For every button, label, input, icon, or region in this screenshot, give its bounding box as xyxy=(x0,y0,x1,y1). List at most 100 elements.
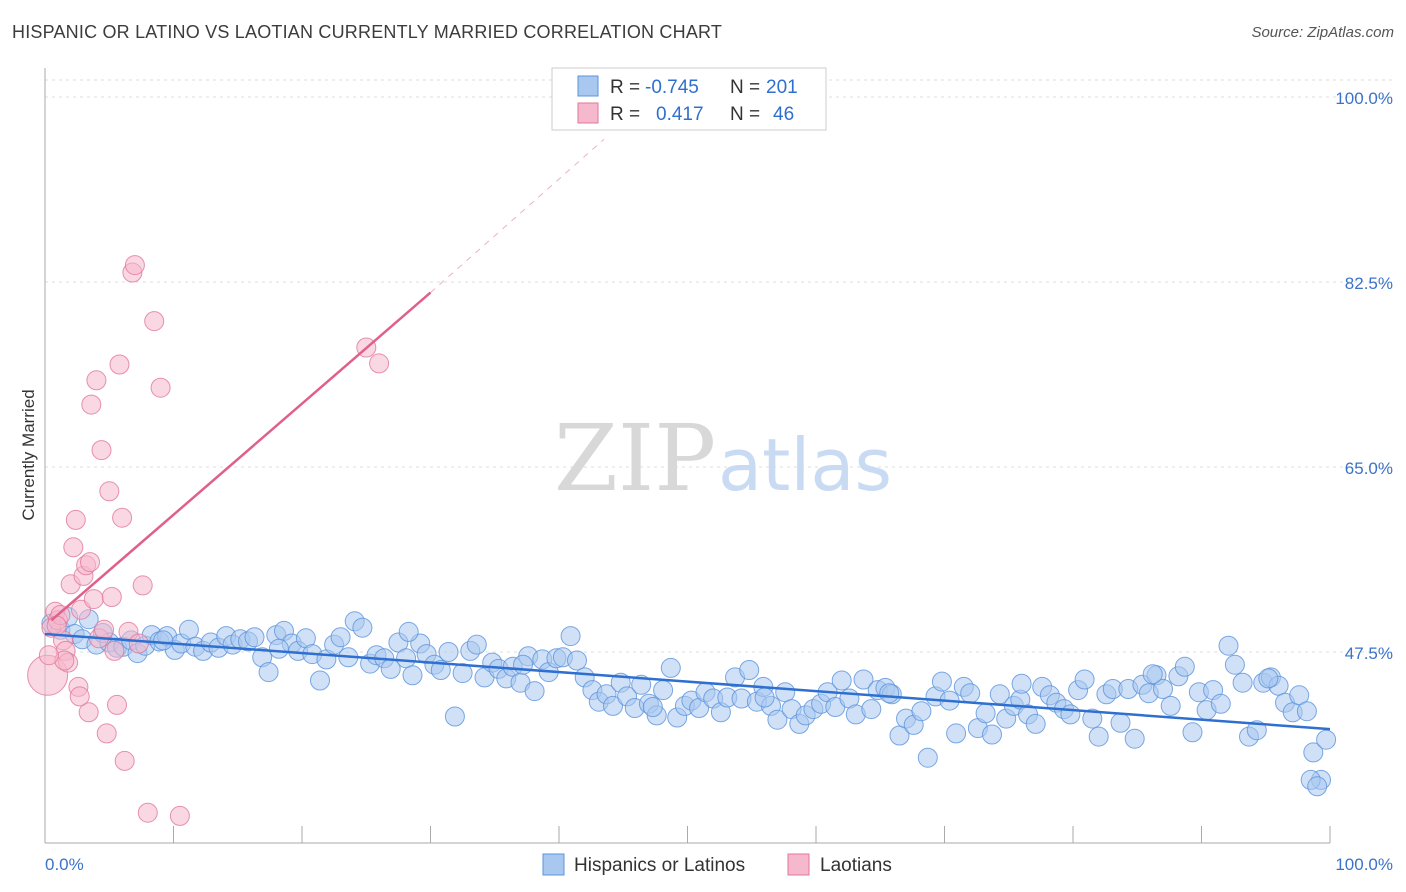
point-hispanic xyxy=(1174,656,1195,677)
legend-n-value: 46 xyxy=(773,104,794,125)
point-hispanic xyxy=(396,648,417,669)
y-tick-label: 100.0% xyxy=(1335,89,1393,108)
data-points xyxy=(27,255,1337,826)
point-hispanic xyxy=(1218,635,1239,656)
point-hispanic xyxy=(1074,669,1095,690)
legend-n-value: 201 xyxy=(766,77,798,98)
point-hispanic xyxy=(1210,693,1231,714)
point-hispanic xyxy=(853,669,874,690)
x-tick-label: 0.0% xyxy=(45,855,84,874)
point-hispanic xyxy=(1232,672,1253,693)
point-laotian xyxy=(124,255,145,276)
point-laotian xyxy=(101,587,122,607)
legend-label-laotian: Laotians xyxy=(820,855,892,876)
point-hispanic xyxy=(1296,701,1317,722)
point-laotian xyxy=(65,509,86,530)
point-hispanic xyxy=(352,617,373,638)
point-hispanic xyxy=(1289,685,1310,706)
point-hispanic xyxy=(1082,708,1103,729)
point-laotian xyxy=(69,686,90,707)
point-hispanic xyxy=(754,687,775,708)
point-hispanic xyxy=(1025,713,1046,734)
point-hispanic xyxy=(438,642,459,662)
point-hispanic xyxy=(524,681,545,702)
point-laotian xyxy=(137,802,158,823)
point-hispanic xyxy=(1011,673,1032,694)
point-laotian xyxy=(94,619,115,640)
axes xyxy=(44,68,1331,844)
point-hispanic xyxy=(642,697,663,717)
point-hispanic xyxy=(1303,742,1324,763)
point-hispanic xyxy=(153,630,174,651)
point-hispanic xyxy=(1110,712,1131,733)
point-hispanic xyxy=(268,638,289,659)
point-laotian xyxy=(128,633,149,654)
point-hispanic xyxy=(931,671,952,692)
point-hispanic xyxy=(1160,695,1181,716)
point-hispanic xyxy=(775,682,796,703)
point-hispanic xyxy=(1182,722,1203,743)
legend-n-label: N = xyxy=(730,77,760,98)
point-hispanic xyxy=(258,662,279,683)
point-hispanic xyxy=(739,660,760,680)
point-laotian xyxy=(38,645,59,666)
y-tick-label: 47.5% xyxy=(1345,644,1393,663)
point-laotian xyxy=(112,507,133,528)
point-hispanic xyxy=(402,665,423,686)
watermark-zip: ZIP xyxy=(554,405,716,512)
point-hispanic xyxy=(861,699,882,720)
point-hispanic xyxy=(1224,654,1245,675)
point-hispanic xyxy=(444,706,465,727)
trend-line-laotian xyxy=(50,291,432,622)
watermark-atlas: atlas xyxy=(718,423,892,507)
y-axis-label: Currently Married xyxy=(19,389,38,520)
point-hispanic xyxy=(911,701,932,722)
x-tick-label: 100.0% xyxy=(1335,855,1393,874)
point-hispanic xyxy=(603,695,623,716)
point-laotian xyxy=(63,537,84,558)
legend-swatch-laotian xyxy=(787,853,810,876)
point-laotian xyxy=(80,552,100,573)
legend-swatch-hispanic xyxy=(577,75,599,97)
point-laotian xyxy=(78,702,99,723)
point-laotian xyxy=(150,377,171,398)
point-hispanic xyxy=(310,670,330,691)
point-hispanic xyxy=(1124,728,1145,749)
point-hispanic xyxy=(567,650,587,671)
y-tick-label: 82.5% xyxy=(1345,274,1393,293)
point-hispanic xyxy=(653,680,674,701)
point-laotian xyxy=(86,370,107,391)
point-hispanic xyxy=(178,619,199,640)
point-laotian xyxy=(144,311,165,332)
point-laotian xyxy=(132,575,153,596)
point-laotian xyxy=(83,589,104,610)
legend-r-label: R = xyxy=(610,104,640,125)
chart-source: Source: ZipAtlas.com xyxy=(1251,24,1394,41)
point-hispanic xyxy=(767,709,788,730)
point-hispanic xyxy=(398,621,419,642)
point-hispanic xyxy=(1060,704,1081,725)
point-laotian xyxy=(109,354,130,375)
trend-line-hispanic xyxy=(44,632,1331,731)
trend-line-laotian-extension xyxy=(430,138,605,293)
point-hispanic xyxy=(560,626,581,647)
grid-lines xyxy=(45,79,1392,653)
point-hispanic xyxy=(1153,679,1173,699)
point-laotian xyxy=(46,615,67,636)
legend-r-value: 0.417 xyxy=(656,104,704,125)
point-hispanic xyxy=(879,683,900,704)
point-hispanic xyxy=(631,674,652,695)
legend-r-value: -0.745 xyxy=(645,77,699,98)
legend-n-label: N = xyxy=(730,104,760,125)
tick-labels: 100.0% 82.5% 65.0% 47.5% 0.0% 100.0% xyxy=(45,89,1393,874)
point-hispanic xyxy=(452,663,473,684)
point-hispanic xyxy=(917,747,938,768)
legend-swatch-laotian xyxy=(577,102,599,124)
point-hispanic xyxy=(1142,664,1163,685)
y-tick-label: 65.0% xyxy=(1345,459,1393,478)
point-laotian xyxy=(107,694,127,715)
point-laotian xyxy=(114,750,135,771)
point-hispanic xyxy=(831,670,852,691)
point-hispanic xyxy=(1246,720,1267,741)
